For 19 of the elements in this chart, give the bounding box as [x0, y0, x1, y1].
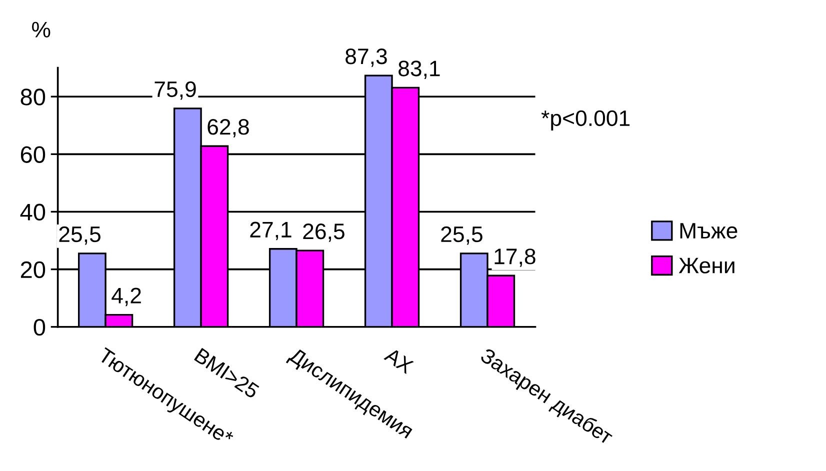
y-tick-label: 0	[34, 318, 46, 336]
data-label: 25,5	[59, 226, 100, 245]
data-label: 87,3	[346, 48, 387, 67]
data-label: 25,5	[441, 226, 482, 245]
data-label: 83,1	[398, 60, 440, 79]
y-tick-label: 60	[20, 146, 46, 163]
y-tick-label: 40	[20, 204, 46, 221]
y-tick-label: 80	[20, 88, 46, 106]
y-axis-title: %	[32, 22, 50, 38]
data-label: 26,5	[303, 224, 344, 242]
legend-label: Мъже	[680, 223, 738, 239]
data-label: 75,9	[154, 81, 196, 100]
legend-label: Жени	[678, 258, 734, 274]
text: *p<0.001	[541, 110, 630, 130]
data-label: 27,1	[250, 222, 292, 240]
y-tick-label: 20	[20, 261, 46, 278]
data-label: 62,8	[208, 119, 249, 138]
data-label: 4,2	[112, 288, 141, 306]
data-label: 17,8	[494, 248, 536, 267]
